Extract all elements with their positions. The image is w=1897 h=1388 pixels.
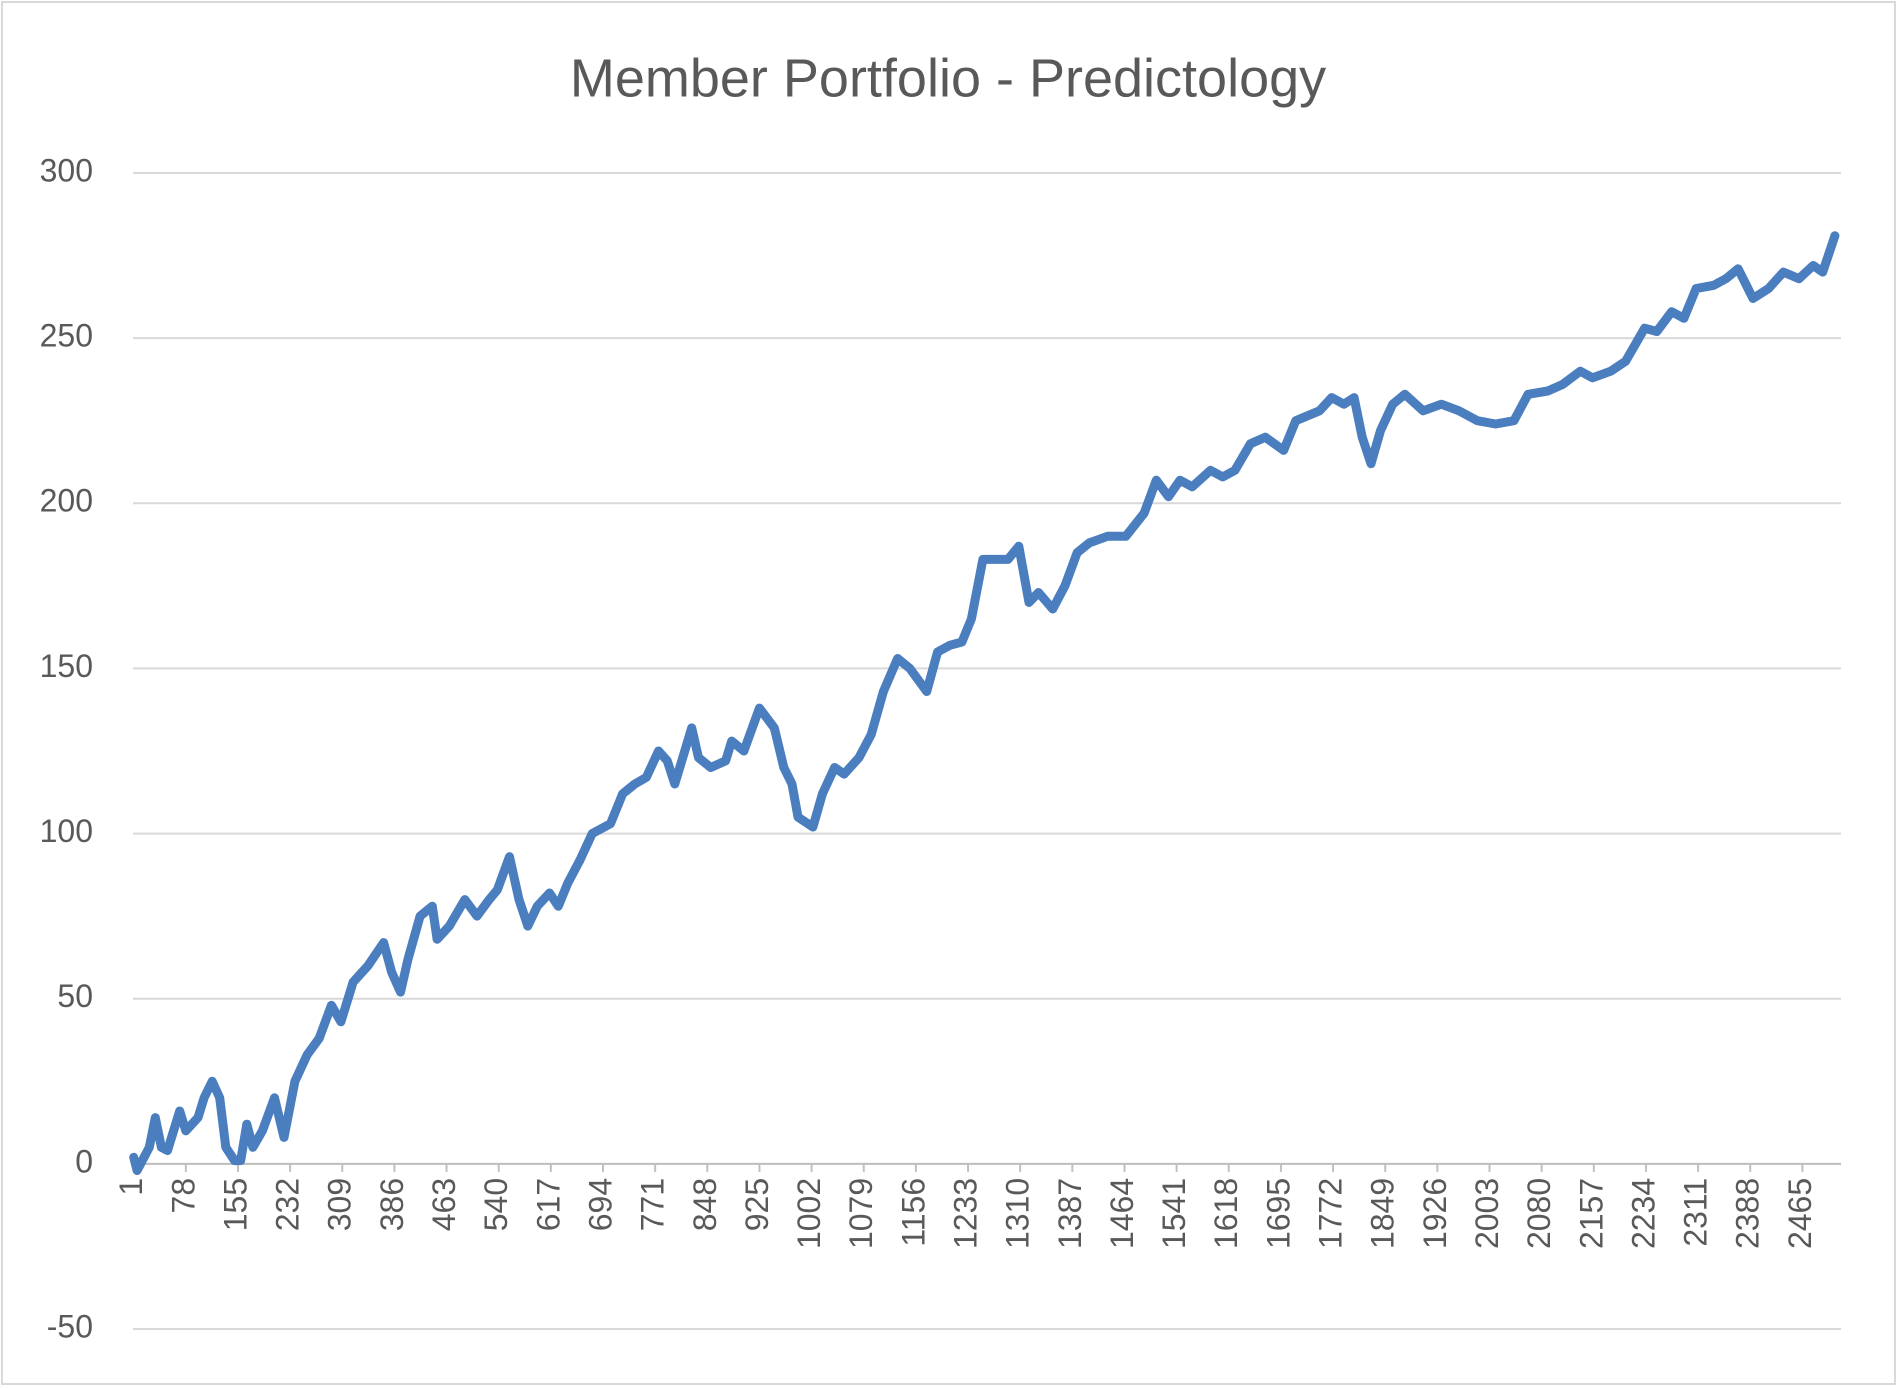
y-tick-label: 300: [40, 152, 93, 188]
y-tick-label: 100: [40, 813, 93, 849]
x-tick-label: 1: [113, 1178, 149, 1196]
x-tick-label: 1618: [1208, 1178, 1244, 1249]
y-tick-label: 50: [57, 978, 93, 1014]
x-tick-label: 1156: [895, 1178, 931, 1247]
x-tick-label: 232: [270, 1178, 306, 1231]
x-tick-label: 1849: [1365, 1178, 1401, 1249]
x-tick-label: 1464: [1104, 1178, 1140, 1249]
x-tick-label: 386: [374, 1178, 410, 1231]
x-tick-label: 1079: [843, 1178, 879, 1249]
x-tick-label: 309: [322, 1178, 358, 1231]
x-tick-label: 540: [478, 1178, 514, 1231]
x-tick-label: 2080: [1521, 1178, 1557, 1249]
x-tick-label: 1310: [1000, 1178, 1036, 1249]
x-tick-label: 1926: [1417, 1178, 1453, 1249]
x-tick-label: 2388: [1730, 1178, 1766, 1249]
x-tick-label: 2157: [1573, 1178, 1609, 1249]
x-tick-label: 1541: [1156, 1178, 1192, 1249]
x-tick-label: 1772: [1313, 1178, 1349, 1249]
chart-title: Member Portfolio - Predictology: [570, 48, 1326, 108]
y-tick-label: -50: [47, 1308, 93, 1344]
x-tick-label: 2234: [1625, 1178, 1661, 1249]
x-tick-label: 848: [687, 1178, 723, 1231]
x-tick-label: 1387: [1052, 1178, 1088, 1249]
x-tick-label: 2003: [1469, 1178, 1505, 1249]
line-series: [129, 231, 1840, 1175]
x-tick-label: 617: [530, 1178, 566, 1231]
x-tick-label: 771: [635, 1178, 671, 1231]
x-tick-label: 2311: [1678, 1178, 1714, 1247]
x-tick-label: 1233: [947, 1178, 983, 1249]
y-tick-label: 150: [40, 648, 93, 684]
y-tick-label: 0: [75, 1143, 93, 1179]
x-tick-label: 155: [217, 1178, 253, 1231]
y-tick-label: 250: [40, 318, 93, 354]
x-tick-label: 1002: [791, 1178, 827, 1249]
x-tick-label: 694: [582, 1178, 618, 1231]
x-tick-label: 78: [165, 1178, 201, 1214]
x-tick-label: 1695: [1260, 1178, 1296, 1249]
x-tick-label: 463: [426, 1178, 462, 1231]
x-tick-label: 925: [739, 1178, 775, 1231]
y-tick-label: 200: [40, 483, 93, 519]
x-tick-label: 2465: [1782, 1178, 1818, 1249]
